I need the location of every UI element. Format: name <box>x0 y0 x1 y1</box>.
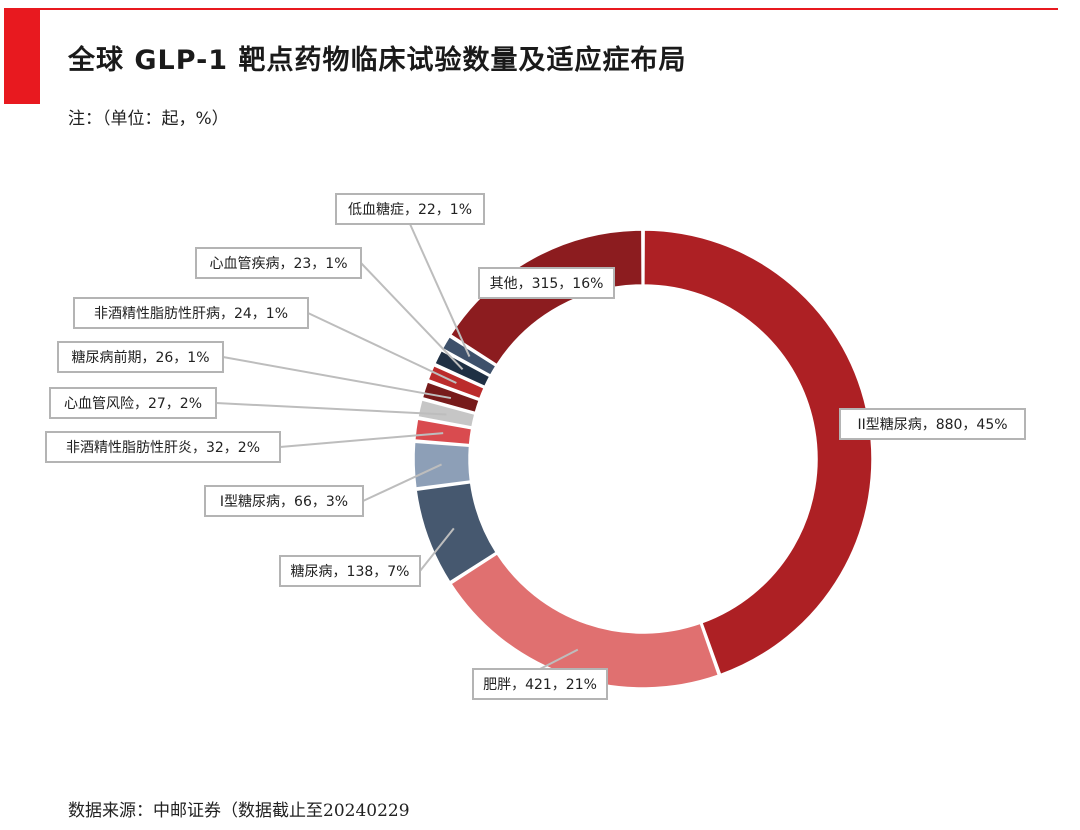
slice-label: 糖尿病前期，26，1% <box>57 341 224 373</box>
donut-slice <box>643 229 873 676</box>
donut-slice <box>449 552 720 689</box>
slice-label: 非酒精性脂肪性肝炎，32，2% <box>45 431 281 463</box>
slice-label: II型糖尿病，880，45% <box>839 408 1026 440</box>
leader-line <box>279 432 444 448</box>
slice-label-box <box>195 247 362 279</box>
slice-label-text: 非酒精性脂肪性肝炎，32，2% <box>66 440 260 456</box>
slice-label: 非酒精性脂肪性肝病，24，1% <box>73 297 309 329</box>
slice-label: 心血管风险，27，2% <box>49 387 217 419</box>
slice-label-box <box>204 485 364 517</box>
slice-label-text: 糖尿病前期，26，1% <box>71 349 209 366</box>
slice-label-text: 心血管疾病，23，1% <box>209 256 347 272</box>
leader-line <box>419 527 455 572</box>
slice-label-box <box>57 341 224 373</box>
top-rule <box>40 8 1058 10</box>
accent-bar <box>4 8 40 104</box>
slice-label-box <box>45 431 281 463</box>
slice-label: 心血管疾病，23，1% <box>195 247 362 279</box>
leader-line <box>215 402 447 416</box>
leader-line <box>409 223 471 357</box>
donut-slice <box>413 441 472 489</box>
leader-line <box>360 262 464 370</box>
slice-label-box <box>472 668 608 700</box>
slice-label-text: 肥胖，421，21% <box>483 677 597 693</box>
slice-label-box <box>839 408 1026 440</box>
page-title: 全球 GLP-1 靶点药物临床试验数量及适应症布局 <box>68 45 687 76</box>
slice-label-text: 其他，315，16% <box>490 276 604 292</box>
slice-label-box <box>335 193 485 225</box>
leader-line <box>222 356 452 400</box>
slice-label-text: II型糖尿病，880，45% <box>857 417 1007 433</box>
slice-label-text: 心血管风险，27，2% <box>64 396 202 412</box>
donut-slice <box>413 418 473 446</box>
leader-line <box>362 463 442 502</box>
slice-label: 糖尿病，138，7% <box>279 555 421 587</box>
slice-label-box <box>279 555 421 587</box>
slice-label-text: 非酒精性脂肪性肝病，24，1% <box>94 306 288 322</box>
slice-label: 其他，315，16% <box>478 267 615 299</box>
slice-label-text: I型糖尿病，66，3% <box>220 494 348 510</box>
source-note: 数据来源：中邮证券（数据截止至20240229 <box>68 801 410 821</box>
unit-note: 注：（单位：起，%） <box>68 109 229 129</box>
donut-slice <box>415 481 498 583</box>
slice-label-box <box>73 297 309 329</box>
slice-label-box <box>478 267 615 299</box>
slice-label-box <box>49 387 217 419</box>
slice-label-text: 低血糖症，22，1% <box>348 202 472 218</box>
leader-line <box>539 648 579 670</box>
slice-label: 低血糖症，22，1% <box>335 193 485 225</box>
leader-line <box>307 312 457 384</box>
slice-label: 肥胖，421，21% <box>472 668 608 700</box>
slice-label-text: 糖尿病，138，7% <box>291 564 410 580</box>
slice-label: I型糖尿病，66，3% <box>204 485 364 517</box>
